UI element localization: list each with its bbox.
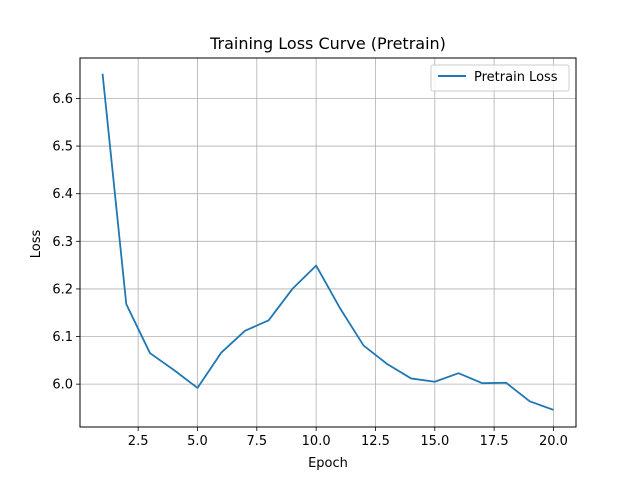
plot-frame — [79, 57, 577, 428]
series-line-pretrain-loss — [101, 73, 554, 411]
x-tick-label: 2.5 — [128, 434, 149, 449]
x-axis-ticks: 2.5 5.0 7.5 10.0 12.5 15.0 17.5 20.0 — [128, 427, 568, 449]
grid — [80, 58, 576, 427]
y-tick-label: 6.4 — [52, 187, 73, 202]
legend-box — [430, 64, 570, 92]
x-tick-label: 17.5 — [480, 434, 509, 449]
plot-area — [80, 58, 576, 427]
y-tick-label: 6.1 — [52, 330, 73, 345]
legend: Pretrain Loss — [430, 64, 570, 92]
x-tick-label: 10.0 — [302, 434, 331, 449]
x-tick-label: 7.5 — [246, 434, 267, 449]
chart-title: Training Loss Curve (Pretrain) — [209, 34, 446, 53]
x-axis-label: Epoch — [308, 456, 348, 471]
series-layer — [101, 73, 554, 411]
y-tick-label: 6.2 — [52, 282, 73, 297]
y-tick-label: 6.3 — [52, 235, 73, 250]
y-tick-label: 6.0 — [52, 378, 73, 393]
y-axis-label: Loss — [29, 230, 44, 259]
x-tick-label: 5.0 — [187, 434, 208, 449]
y-tick-label: 6.6 — [52, 92, 73, 107]
x-tick-label: 15.0 — [420, 434, 449, 449]
legend-label: Pretrain Loss — [474, 70, 558, 85]
y-tick-label: 6.5 — [52, 140, 73, 155]
x-tick-label: 12.5 — [361, 434, 390, 449]
x-tick-label: 20.0 — [539, 434, 568, 449]
y-axis-ticks: 6.0 6.1 6.2 6.3 6.4 6.5 6.6 — [52, 92, 80, 393]
